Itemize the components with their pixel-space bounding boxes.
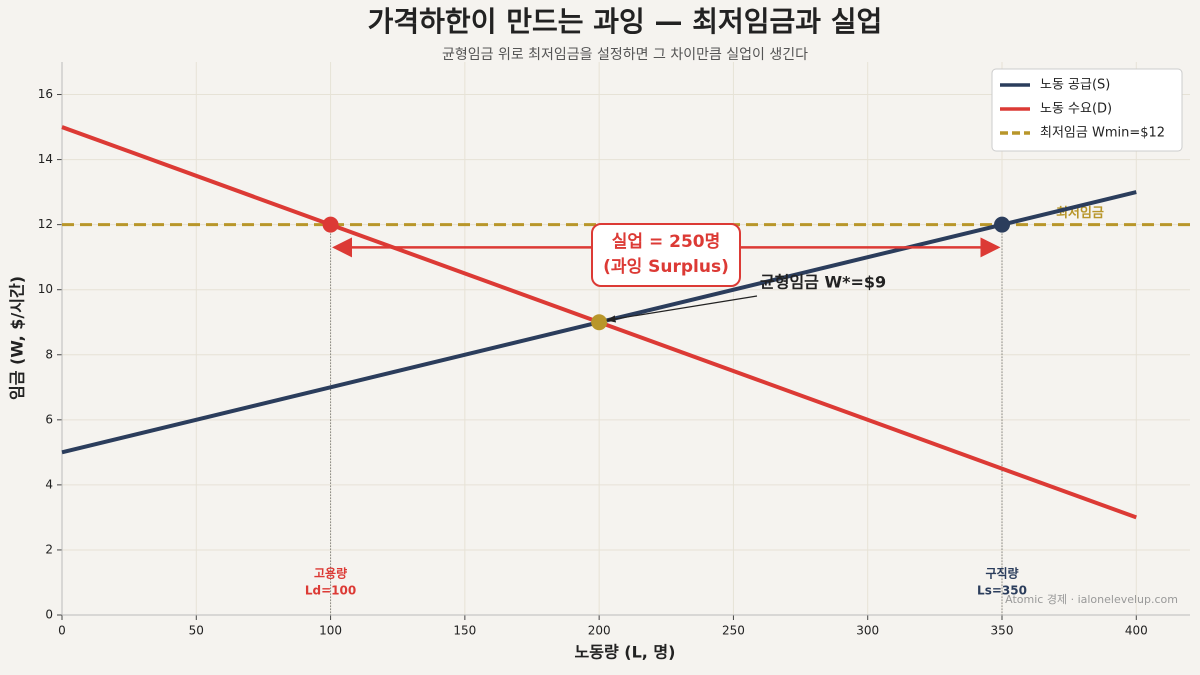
y-axis-label: 임금 (W, $/시간): [8, 276, 27, 400]
y-tick-label: 14: [38, 152, 53, 166]
surplus-box: [591, 223, 741, 287]
quantity-label: Ls=350: [977, 584, 1027, 598]
y-tick-label: 0: [45, 608, 53, 622]
surplus-label: (과잉 Surplus): [603, 257, 729, 277]
quantity-label: 고용량: [314, 566, 347, 581]
quantity-label: 구직량: [985, 566, 1018, 581]
quantity-label: Ld=100: [305, 584, 356, 598]
chart-title: 가격하한이 만드는 과잉 — 최저임금과 실업: [368, 5, 883, 38]
x-axis-label: 노동량 (L, 명): [575, 643, 676, 662]
y-tick-label: 4: [45, 477, 53, 491]
y-tick-label: 12: [38, 217, 53, 231]
x-tick-label: 0: [58, 624, 66, 638]
x-tick-label: 100: [319, 624, 342, 638]
equilibrium-pointer: [605, 295, 758, 323]
y-tick-label: 16: [38, 87, 53, 101]
y-tick-label: 8: [45, 347, 53, 361]
credit: Atomic 경제 · ialonelevelup.com: [1005, 593, 1178, 606]
x-tick-label: 200: [588, 624, 611, 638]
point: [994, 216, 1010, 233]
legend-label: 최저임금 Wmin=$12: [1040, 126, 1165, 141]
x-tick-label: 150: [453, 624, 476, 638]
x-tick-label: 300: [856, 624, 879, 638]
point: [322, 216, 339, 233]
y-tick-label: 6: [45, 412, 53, 426]
legend-label: 노동 수요(D): [1040, 102, 1112, 117]
y-tick-label: 2: [45, 542, 53, 556]
equilibrium-label: 균형임금 W*=$9: [760, 273, 886, 292]
x-tick-label: 250: [722, 624, 745, 638]
point: [591, 314, 608, 331]
y-tick-label: 10: [38, 282, 53, 296]
legend-box: [991, 68, 1183, 152]
x-tick-label: 350: [991, 624, 1014, 638]
chart-subtitle: 균형임금 위로 최저임금을 설정하면 그 차이만큼 실업이 생긴다: [442, 47, 808, 63]
surplus-label: 실업 = 250명: [612, 232, 721, 252]
x-tick-label: 400: [1125, 624, 1148, 638]
legend-label: 노동 공급(S): [1040, 78, 1110, 93]
x-tick-label: 50: [189, 624, 204, 638]
